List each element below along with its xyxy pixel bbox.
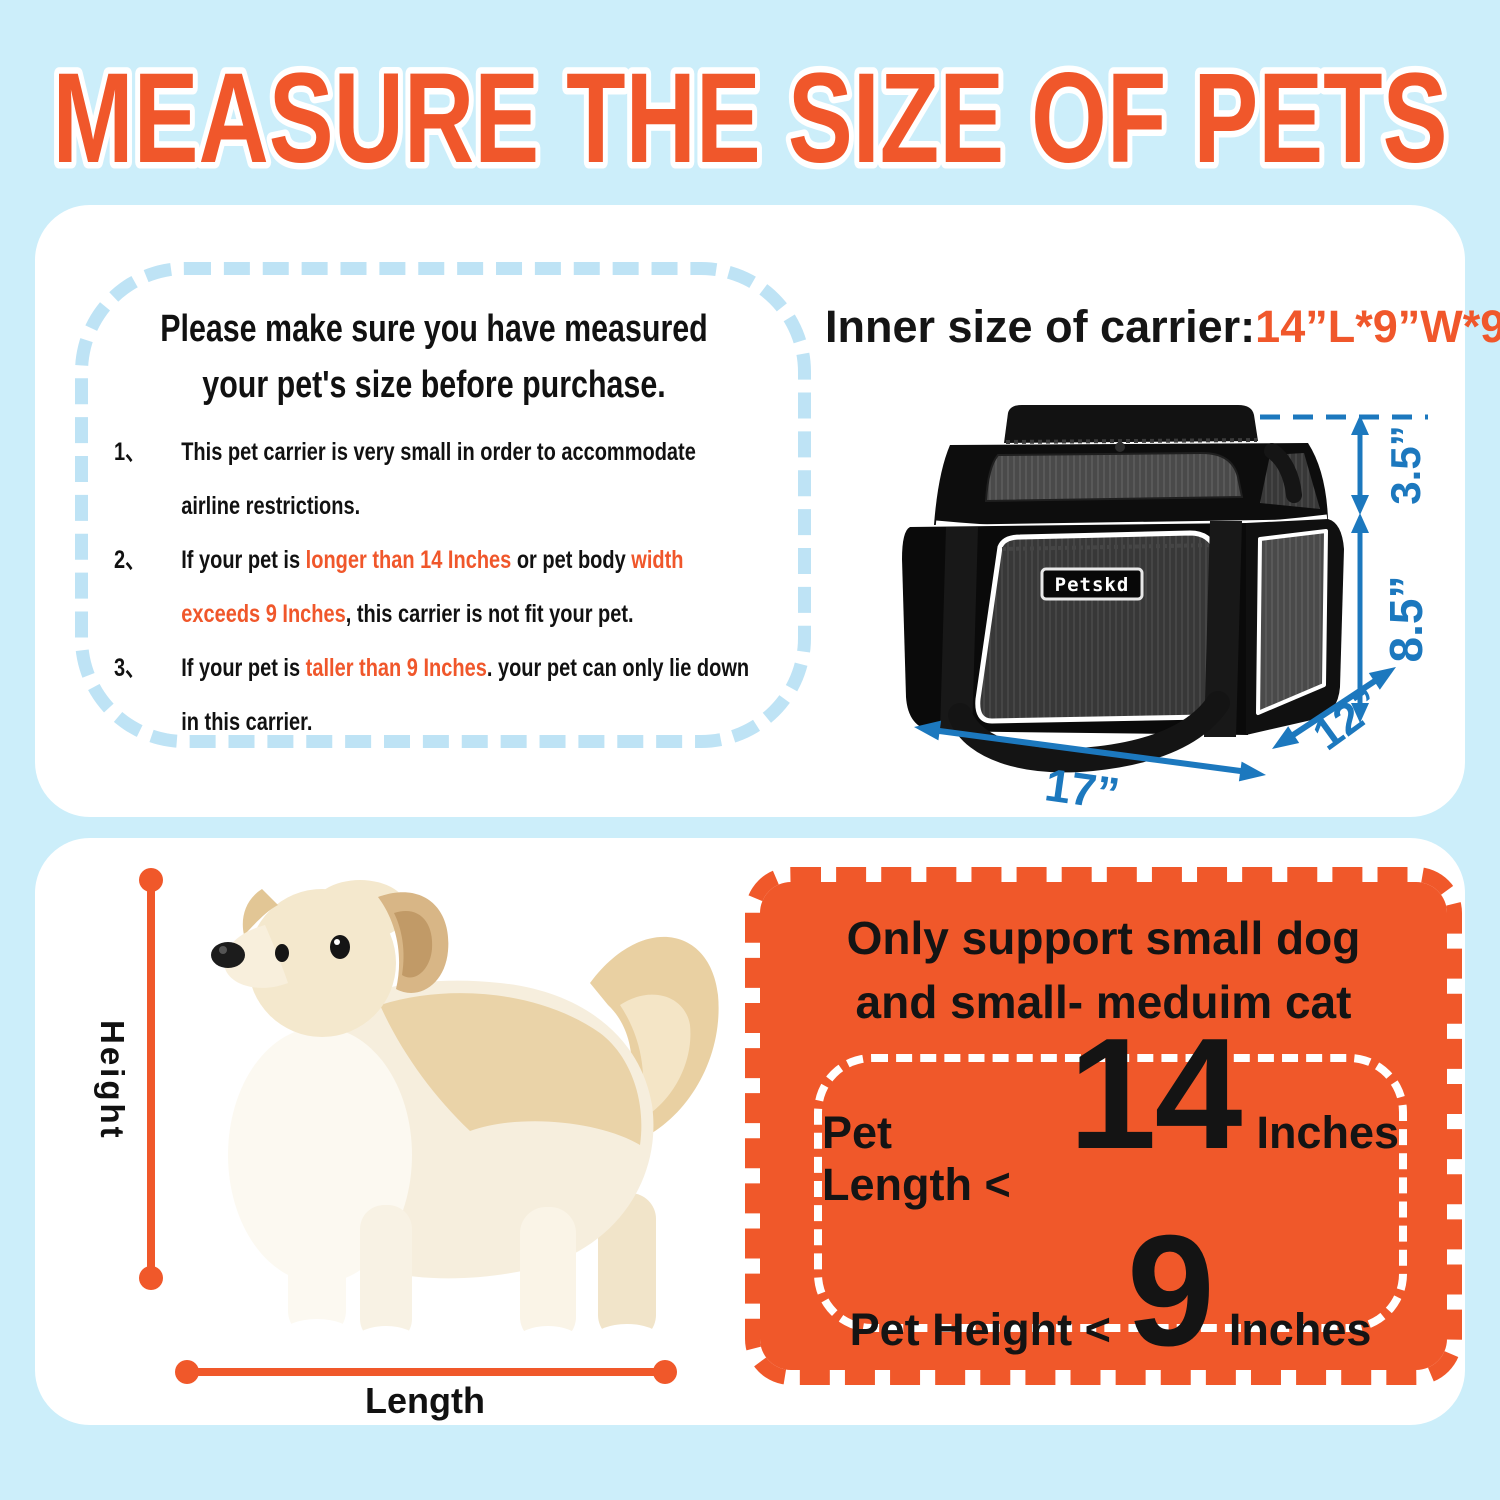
measure-note-3: 3、 If your pet is taller than 9 Inches. y… bbox=[114, 641, 754, 749]
support-size-box: Only support small dog and small- meduim… bbox=[745, 867, 1462, 1385]
logo-text: Petskd bbox=[1055, 574, 1130, 596]
length-line-right-dot bbox=[653, 1360, 677, 1384]
arrow-length bbox=[931, 727, 1249, 775]
note-1-marker: 1、 bbox=[114, 438, 146, 466]
page-title: MEASURE THE SIZE OF PETS bbox=[53, 47, 1448, 190]
dim-top-height-label: 3.5” bbox=[1382, 425, 1429, 504]
pet-height-row: Pet Height < 9 Inches bbox=[822, 1202, 1399, 1379]
measure-heading: Please make sure you have measured your … bbox=[114, 301, 754, 413]
height-label: Height bbox=[94, 1020, 131, 1141]
carrier-bag: Petskd bbox=[902, 405, 1344, 773]
pet-height-label: Pet Height < bbox=[849, 1303, 1111, 1355]
page-title-art: MEASURE THE SIZE OF PETS bbox=[46, 41, 1454, 197]
note-1-text: This pet carrier is very small in order … bbox=[181, 438, 696, 520]
dog-illustration bbox=[211, 880, 719, 1352]
pet-length-value: 14 bbox=[1068, 1005, 1243, 1182]
arrow-depth bbox=[1282, 672, 1386, 744]
note-2-marker: 2、 bbox=[114, 546, 146, 574]
strap-left bbox=[940, 527, 978, 735]
front-mesh-pocket bbox=[975, 530, 1229, 724]
support-heading-line1: Only support small dog bbox=[846, 912, 1361, 964]
pet-height-unit: Inches bbox=[1228, 1303, 1372, 1355]
dim-length-label: 17” bbox=[1042, 758, 1123, 817]
height-measure-line bbox=[147, 878, 155, 1278]
dog-nose bbox=[211, 942, 245, 968]
dog-eye bbox=[330, 935, 350, 959]
top-mesh-window bbox=[984, 451, 1244, 503]
lid-zipper bbox=[1005, 438, 1258, 444]
measure-instructions-panel: Please make sure you have measured your … bbox=[35, 205, 1500, 817]
measure-note-2: 2、 If your pet is longer than 14 Inches o… bbox=[114, 533, 754, 641]
carrier-lid bbox=[1004, 405, 1258, 443]
length-label: Length bbox=[365, 1380, 485, 1421]
pet-length-label: Pet Length < bbox=[822, 1106, 1011, 1210]
note-3-marker: 3、 bbox=[114, 654, 146, 682]
length-line-left-dot bbox=[175, 1360, 199, 1384]
measure-heading-line1: Please make sure you have measured bbox=[160, 308, 708, 350]
inner-size-label: Inner size of carrier: bbox=[825, 301, 1256, 352]
zipper-pull bbox=[1115, 442, 1125, 452]
pet-length-row: Pet Length < 14 Inches bbox=[822, 1005, 1399, 1211]
inner-size-value: 14”L*9”W*9”H bbox=[1255, 301, 1500, 352]
measure-notes-list: 1、 This pet carrier is very small in orde… bbox=[114, 425, 754, 749]
inner-size-heading: Inner size of carrier:14”L*9”W*9”H bbox=[825, 301, 1500, 353]
measure-note-1: 1、 This pet carrier is very small in orde… bbox=[114, 425, 754, 533]
size-limits-box: Pet Length < 14 Inches Pet Height < 9 In… bbox=[814, 1015, 1407, 1369]
strap-right bbox=[1204, 521, 1242, 737]
pocket-zipper bbox=[1001, 543, 1219, 551]
measure-notes-box: Please make sure you have measured your … bbox=[75, 262, 811, 748]
measure-heading-line2: your pet's size before purchase. bbox=[202, 364, 666, 406]
side-mesh-panel bbox=[1256, 529, 1328, 715]
carrier-illustration: Petskd 3 bbox=[902, 405, 1432, 817]
pet-height-value: 9 bbox=[1126, 1202, 1215, 1379]
handle-loop bbox=[948, 691, 1230, 773]
pet-size-panel: Height Length Only support small dog and… bbox=[35, 838, 1465, 1425]
support-heading: Only support small dog and small- meduim… bbox=[760, 906, 1447, 1034]
shoulder-strap-stub bbox=[1264, 443, 1302, 503]
length-measure-line bbox=[185, 1368, 663, 1376]
height-line-top-dot bbox=[139, 868, 163, 892]
support-heading-line2: and small- meduim cat bbox=[855, 976, 1352, 1028]
logo-patch bbox=[1040, 567, 1144, 601]
dim-body-height-label: 8.5” bbox=[1380, 576, 1432, 663]
height-line-bottom-dot bbox=[139, 1266, 163, 1290]
dog-photo bbox=[211, 880, 719, 1352]
pet-length-unit: Inches bbox=[1256, 1106, 1399, 1158]
